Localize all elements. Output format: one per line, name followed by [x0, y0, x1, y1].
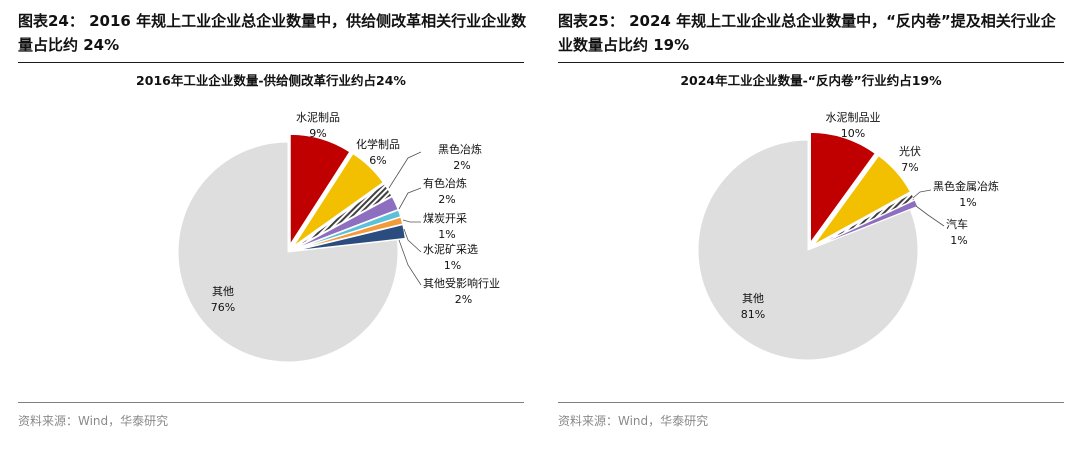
figure-24: 图表24： 2016 年规上工业企业总企业数量中，供给侧改革相关行业企业数量占比…	[18, 0, 528, 453]
leader-line-4	[915, 205, 945, 227]
pie-slice-8	[177, 141, 399, 363]
slice-label-1: 水泥制品	[296, 111, 340, 124]
pie-slice-4	[815, 199, 919, 248]
slice-label-3: 黑色金属冶炼	[933, 179, 999, 193]
leader-line-6	[403, 228, 422, 253]
source-note: 资料来源：Wind，华泰研究	[558, 414, 709, 428]
pie-slice-1	[289, 133, 351, 247]
slice-value-1: 9%	[309, 127, 326, 140]
slice-label-5: 煤炭开采	[423, 212, 467, 225]
slice-label-4: 有色冶炼	[423, 176, 467, 190]
pie-slice-7	[295, 224, 406, 252]
pie-slice-2	[813, 155, 912, 246]
figure-title: 图表25： 2024 年规上工业企业总企业数量中，“反内卷”提及相关行业企业数量…	[558, 12, 1056, 54]
pie-slice-1	[809, 131, 876, 244]
leader-line-7	[398, 239, 422, 286]
leader-line-3	[912, 189, 932, 199]
pie-slice-2	[293, 152, 384, 247]
pie-slice-6	[295, 216, 404, 251]
slice-value-8: 76%	[211, 301, 235, 314]
chart-title: 2024年工业企业数量-“反内卷”行业约占19%	[680, 73, 942, 88]
slice-label-2: 光伏	[899, 144, 921, 158]
pie-chart-2024: 水泥制品业 10% 光伏 7% 黑色金属冶炼 1% 汽车 1% 其他 81%	[697, 111, 999, 361]
slice-label-8: 其他	[212, 285, 234, 298]
slice-value-7: 2%	[455, 293, 472, 306]
source-note: 资料来源：Wind，华泰研究	[18, 414, 169, 428]
slice-label-6: 水泥矿采选	[423, 243, 478, 256]
footer-rule	[18, 402, 524, 403]
slice-label-2: 化学制品	[356, 137, 400, 151]
title-rule	[558, 62, 1064, 63]
pie-chart-2016: 水泥制品 9% 化学制品 6% 黑色冶炼 2% 有色冶炼 2% 煤炭开采 1% 水泥矿采选 1% 其他受…	[177, 111, 500, 363]
slice-value-3: 1%	[959, 196, 976, 209]
slice-value-6: 1%	[444, 259, 461, 272]
slice-label-4: 汽车	[946, 217, 968, 231]
slice-value-5: 81%	[741, 308, 765, 321]
slice-value-2: 6%	[369, 154, 386, 167]
chart-title: 2016年工业企业数量-供给侧改革行业约占24%	[136, 73, 406, 88]
footer-rule	[558, 402, 1064, 403]
slice-value-5: 1%	[438, 228, 455, 241]
pie-slice-3	[814, 192, 916, 247]
slice-value-2: 7%	[901, 161, 918, 174]
pie-slice-3	[294, 183, 393, 249]
slice-value-3: 2%	[453, 159, 470, 172]
slice-value-1: 10%	[841, 127, 865, 140]
slice-value-4: 2%	[438, 193, 455, 206]
pie-slice-5	[697, 139, 919, 361]
figure-title: 图表24： 2016 年规上工业企业总企业数量中，供给侧改革相关行业企业数量占比…	[18, 12, 527, 54]
slice-label-7: 其他受影响行业	[423, 277, 500, 290]
leader-line-3	[388, 151, 422, 189]
slice-value-4: 1%	[950, 234, 967, 247]
slice-label-1: 水泥制品业	[826, 111, 881, 124]
pie-slice-5	[295, 209, 402, 250]
title-rule	[18, 62, 524, 63]
slice-label-3: 黑色冶炼	[438, 142, 482, 156]
figure-25: 图表25： 2024 年规上工业企业总企业数量中，“反内卷”提及相关行业企业数量…	[558, 0, 1068, 453]
leader-line-4	[398, 187, 422, 210]
slice-label-5: 其他	[742, 292, 764, 305]
pie-slice-4	[295, 196, 399, 250]
leader-line-5	[402, 219, 421, 223]
